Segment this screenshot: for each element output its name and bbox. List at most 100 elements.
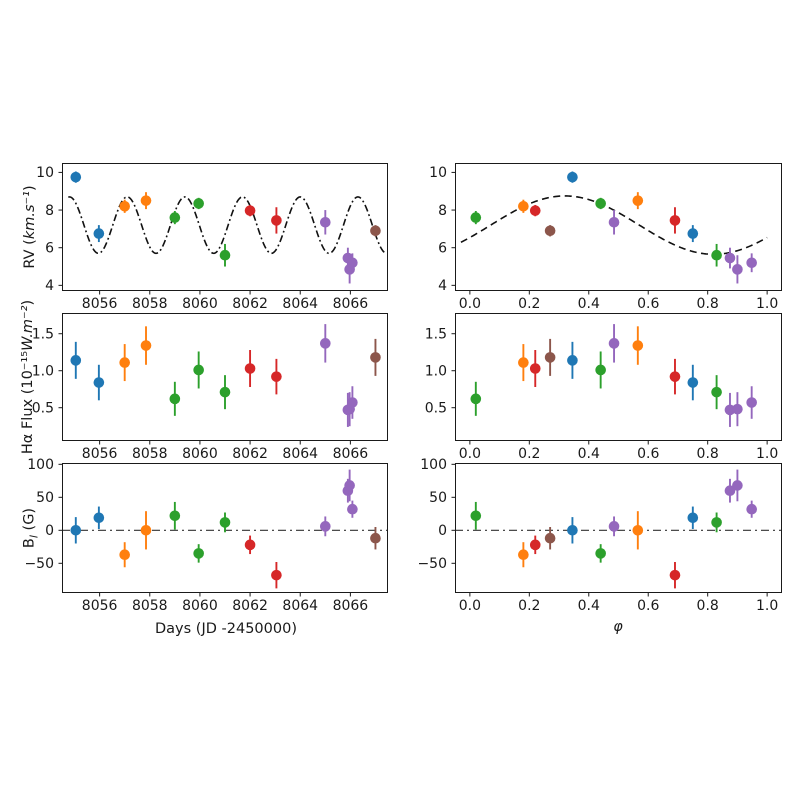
data-point-brown — [370, 225, 381, 237]
x-tick-label: 1.0 — [756, 296, 778, 312]
data-point-orange — [518, 549, 529, 561]
x-tick-label: 0.8 — [697, 296, 719, 312]
x-tick-label: 0.6 — [637, 296, 659, 312]
time-axis-label: Days (JD -2450000) — [155, 621, 297, 637]
data-point-blue — [567, 355, 578, 366]
x-tick-label: 0.0 — [459, 446, 481, 462]
data-point-green — [219, 386, 231, 398]
data-point-blue — [687, 377, 699, 388]
data-point-green — [711, 517, 722, 528]
data-point-green — [219, 249, 231, 261]
data-point-purple — [724, 485, 736, 497]
y-tick-label: 0.5 — [32, 401, 54, 417]
x-tick-label: 8056 — [82, 598, 118, 614]
data-point-red — [669, 371, 681, 382]
bl-axis-label-subscript: l — [27, 535, 41, 539]
rv-axis-label: RV (km.s⁻¹) — [22, 185, 38, 268]
data-point-brown — [544, 352, 556, 363]
data-point-brown — [544, 532, 556, 544]
data-point-blue — [70, 355, 82, 366]
bl-axis-label-units: (G) — [21, 507, 38, 536]
x-tick-label: 0.0 — [459, 296, 481, 312]
data-point-green — [219, 517, 231, 528]
phase-axis-label: φ — [613, 619, 623, 635]
data-point-blue — [687, 512, 699, 524]
x-tick-label: 8064 — [282, 296, 318, 312]
x-tick-label: 8058 — [132, 446, 168, 462]
data-point-purple — [320, 521, 331, 532]
y-tick-label: 0 — [45, 523, 54, 539]
y-tick-label: 6 — [45, 241, 54, 257]
data-point-orange — [140, 195, 152, 206]
y-tick-label: −50 — [417, 556, 447, 572]
data-point-blue — [567, 171, 578, 183]
y-tick-label: 8 — [45, 203, 54, 219]
y-tick-label: 50 — [429, 490, 447, 506]
data-point-green — [169, 212, 181, 223]
axes-frame — [62, 463, 388, 593]
x-tick-label: 0.4 — [578, 446, 600, 462]
data-point-purple — [608, 338, 620, 349]
data-point-purple — [320, 216, 331, 228]
panel-rv-vs-time: 8056 8058 8060 8062 8064 8066 4 6 8 10 — [36, 163, 388, 312]
y-tick-label: 1.5 — [32, 327, 54, 343]
panel-halpha-vs-time: 8056 8058 8060 8062 8064 8066 0.5 1.0 1.5 — [32, 313, 388, 462]
data-point-purple — [347, 257, 358, 269]
panel-bl-vs-phase: 0.0 0.2 0.4 0.6 0.8 1.0 −50 0 50 100 — [417, 457, 782, 614]
x-tick-label: 0.8 — [697, 598, 719, 614]
data-point-red — [271, 371, 282, 382]
data-point-green — [711, 386, 722, 398]
data-point-red — [669, 569, 681, 581]
halpha-axis-label-close: ) — [20, 299, 36, 306]
y-tick-label: 1.0 — [32, 364, 54, 380]
data-point-blue — [70, 525, 82, 536]
data-point-green — [711, 249, 722, 261]
data-point-red — [669, 215, 681, 226]
x-tick-label: 0.4 — [578, 296, 600, 312]
data-point-green — [169, 510, 181, 522]
rv-model-curve — [68, 196, 385, 255]
x-tick-label: 1.0 — [756, 446, 778, 462]
x-tick-label: 1.0 — [756, 598, 778, 614]
data-point-orange — [632, 340, 644, 351]
data-point-red — [244, 205, 256, 216]
x-tick-label: 8058 — [132, 598, 168, 614]
axes-frame — [455, 463, 782, 593]
bl-axis-label: Bl (G) — [22, 508, 41, 548]
data-point-green — [169, 393, 181, 405]
x-tick-label: 8062 — [232, 598, 268, 614]
y-tick-label: 100 — [420, 457, 447, 473]
data-point-purple — [746, 257, 757, 269]
y-tick-label: 50 — [36, 490, 54, 506]
data-point-purple — [724, 252, 736, 264]
data-point-orange — [518, 200, 529, 212]
data-point-red — [529, 539, 541, 551]
data-point-brown — [370, 532, 381, 544]
y-tick-label: 1.0 — [425, 364, 447, 380]
data-point-green — [193, 548, 204, 559]
data-point-blue — [687, 228, 699, 239]
data-point-red — [271, 215, 282, 226]
data-point-orange — [632, 525, 644, 536]
x-tick-label: 8066 — [333, 446, 369, 462]
data-point-green — [595, 364, 606, 376]
x-tick-label: 0.6 — [637, 446, 659, 462]
data-point-orange — [119, 549, 130, 561]
x-tick-label: 8060 — [182, 598, 218, 614]
data-point-purple — [347, 503, 358, 515]
y-tick-label: 100 — [27, 457, 54, 473]
halpha-axis-label: Hα Flux (10⁻¹⁵W.m⁻²) — [20, 300, 36, 454]
x-tick-label: 8066 — [333, 598, 369, 614]
y-tick-label: 1.5 — [425, 327, 447, 343]
data-point-green — [470, 510, 482, 522]
data-point-purple — [732, 403, 743, 415]
data-point-purple — [608, 216, 620, 228]
data-point-red — [244, 539, 256, 551]
data-point-purple — [746, 503, 757, 515]
axes-frame — [455, 313, 782, 441]
data-point-blue — [70, 171, 82, 183]
data-point-purple — [320, 338, 331, 349]
data-point-orange — [140, 525, 152, 536]
x-tick-label: 8062 — [232, 296, 268, 312]
